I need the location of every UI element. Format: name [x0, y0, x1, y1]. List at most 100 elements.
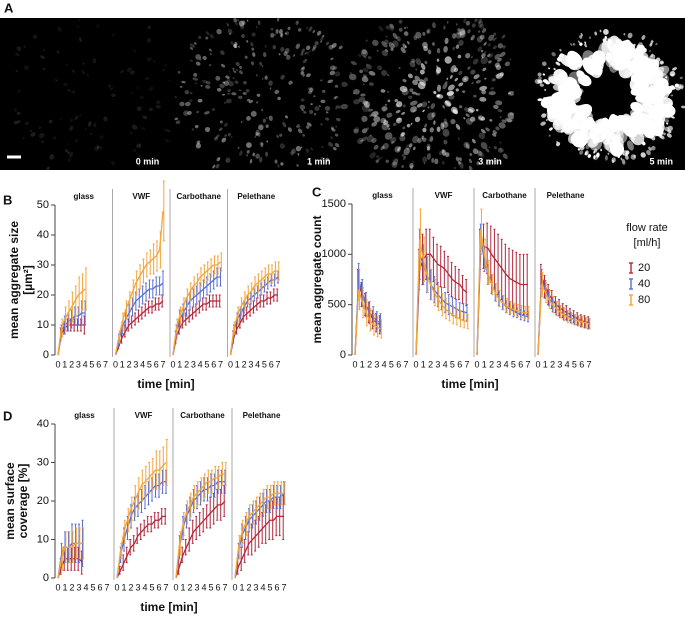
- aggregate-speck: [386, 112, 393, 118]
- x-tick-label: 5: [149, 582, 154, 592]
- x-tick-label: 7: [160, 359, 165, 369]
- aggregate-speck: [126, 67, 132, 73]
- aggregate-speck: [264, 45, 267, 48]
- aggregate-speck: [405, 144, 412, 151]
- aggregate-speck: [479, 23, 485, 29]
- aggregate-speck: [443, 118, 448, 125]
- x-tick-label: 2: [489, 359, 494, 369]
- aggregate-speck: [296, 124, 301, 128]
- x-tick-label: 1: [421, 359, 426, 369]
- aggregate-speck: [299, 104, 306, 110]
- y-tick-label: 20: [37, 289, 49, 301]
- aggregate-speck: [388, 24, 395, 31]
- aggregate-speck: [444, 56, 452, 64]
- aggregate-speck: [497, 147, 503, 153]
- aggregate-speck: [651, 145, 656, 151]
- aggregate-speck: [424, 60, 428, 65]
- aggregate-speck: [96, 24, 99, 28]
- aggregate-speck: [665, 76, 668, 79]
- aggregate-speck: [265, 116, 268, 120]
- aggregate-speck: [194, 124, 199, 129]
- x-tick-label: 1: [62, 359, 67, 369]
- aggregate-speck: [542, 96, 548, 101]
- aggregate-speck: [308, 50, 311, 53]
- facet-title: Carbothane: [482, 191, 527, 200]
- aggregate-speck: [280, 162, 284, 166]
- aggregate-speck: [455, 123, 461, 130]
- aggregate-speck: [559, 48, 562, 52]
- x-tick-label: 7: [218, 359, 223, 369]
- y-tick-label: 0: [43, 572, 49, 584]
- aggregate-speck: [254, 135, 257, 138]
- aggregate-speck: [287, 26, 291, 31]
- aggregate-speck: [79, 113, 82, 117]
- aggregate-speck: [233, 43, 238, 48]
- aggregate-speck: [655, 107, 666, 115]
- aggregate-speck: [495, 64, 502, 70]
- aggregate-speck: [129, 70, 135, 75]
- aggregate-speck: [241, 34, 245, 38]
- error-bar: [262, 488, 265, 514]
- error-bar: [214, 465, 217, 490]
- error-bar: [135, 270, 138, 296]
- aggregate-speck: [471, 23, 476, 28]
- aggregate-speck: [282, 121, 287, 128]
- error-bar: [266, 291, 269, 305]
- aggregate-speck: [579, 35, 583, 39]
- aggregate-speck: [643, 58, 652, 68]
- error-bar: [142, 258, 145, 284]
- aggregate-speck: [463, 18, 467, 23]
- aggregate-speck: [476, 161, 481, 166]
- error-bar: [118, 330, 121, 344]
- aggregate-speck: [177, 70, 181, 74]
- error-bar: [480, 208, 483, 250]
- aggregate-speck: [419, 69, 425, 75]
- aggregate-speck: [284, 48, 290, 54]
- aggregate-speck: [71, 90, 76, 94]
- aggregate-speck: [554, 103, 567, 111]
- aggregate-speck: [618, 51, 625, 60]
- facet-title: Carbothane: [177, 192, 222, 201]
- aggregate-speck: [357, 137, 364, 145]
- aggregate-speck: [81, 69, 86, 75]
- error-bar: [179, 306, 182, 326]
- aggregate-speck: [570, 132, 584, 146]
- aggregate-speck: [596, 53, 601, 62]
- aggregate-speck: [57, 26, 62, 32]
- error-bar: [155, 450, 158, 490]
- aggregate-speck: [223, 101, 227, 104]
- aggregate-speck: [604, 155, 608, 161]
- aggregate-speck: [261, 108, 264, 112]
- aggregate-speck: [308, 26, 313, 32]
- aggregate-speck: [381, 50, 388, 57]
- aggregate-speck: [136, 86, 140, 89]
- error-bar: [195, 515, 198, 540]
- aggregate-speck: [667, 129, 672, 134]
- aggregate-speck: [309, 109, 314, 115]
- aggregate-speck: [222, 93, 226, 96]
- aggregate-speck: [197, 98, 203, 103]
- x-tick-label: 5: [147, 359, 152, 369]
- aggregate-speck: [411, 91, 417, 95]
- aggregate-speck: [442, 128, 450, 137]
- aggregate-speck: [361, 115, 368, 122]
- aggregate-speck: [540, 121, 546, 126]
- aggregate-speck: [424, 123, 428, 128]
- x-tick-label: 3: [76, 582, 81, 592]
- aggregate-speck: [191, 128, 195, 131]
- aggregate-speck: [111, 93, 116, 97]
- aggregate-speck: [280, 32, 284, 38]
- aggregate-speck: [492, 32, 497, 37]
- x-tick-label: 5: [89, 359, 94, 369]
- aggregate-speck: [459, 28, 466, 36]
- aggregate-speck: [392, 158, 399, 166]
- aggregate-speck: [334, 84, 339, 88]
- aggregate-speck: [579, 150, 584, 155]
- aggregate-speck: [477, 150, 483, 157]
- aggregate-speck: [473, 74, 480, 80]
- aggregate-speck: [335, 125, 338, 128]
- aggregate-speck: [65, 63, 68, 66]
- aggregate-speck: [449, 74, 453, 79]
- aggregate-speck: [243, 80, 247, 85]
- aggregate-speck: [152, 60, 156, 63]
